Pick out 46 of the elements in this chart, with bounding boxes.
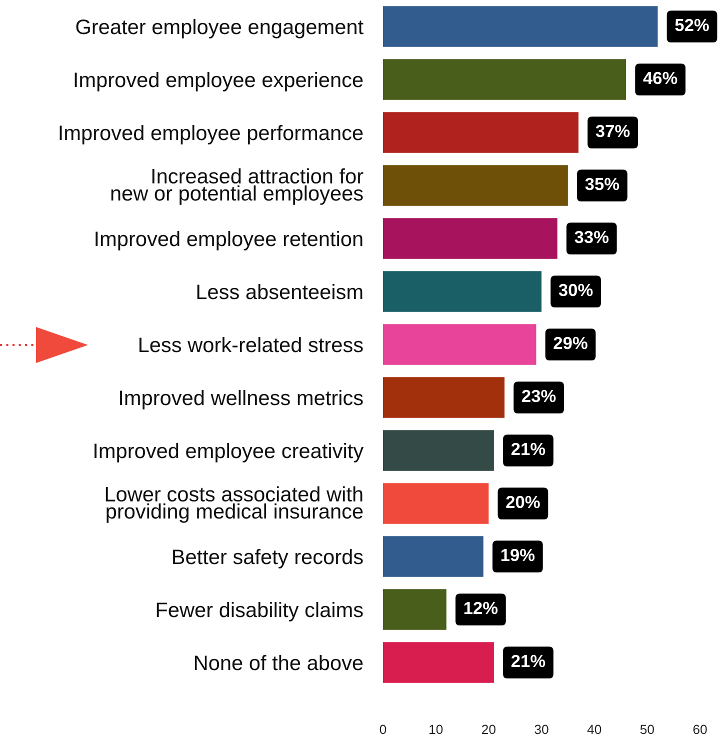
data-label: 12%: [464, 602, 498, 614]
y-tick-label: Fewer disability claims: [156, 602, 363, 622]
bar: [383, 430, 494, 471]
x-tick-label: 20: [482, 724, 496, 734]
y-tick-label: Greater employee engagement: [76, 18, 364, 38]
bar: [383, 59, 626, 100]
x-tick-label: 30: [534, 724, 548, 734]
y-tick-label: Improved employee performance: [60, 124, 363, 144]
x-tick-label: 40: [587, 724, 602, 734]
data-label: 52%: [675, 18, 709, 32]
y-tick-label: Improved employee creativity: [94, 442, 364, 462]
bar: [383, 589, 446, 630]
data-label: 33%: [574, 230, 609, 244]
y-tick-label: Lower costs associated with providing medical insurance: [106, 486, 363, 523]
bar: [383, 483, 489, 524]
y-tick-label: Improved wellness metrics: [120, 390, 363, 410]
x-tick-label: 60: [693, 724, 707, 734]
data-label: 37%: [596, 124, 630, 138]
bar: [383, 6, 658, 47]
bar: [383, 271, 542, 312]
x-tick-label: 0: [380, 724, 386, 734]
bar: [383, 536, 484, 577]
data-label: 19%: [501, 548, 535, 562]
x-tick-label: 10: [430, 724, 443, 734]
data-label: 21%: [511, 654, 546, 668]
bar: [383, 642, 494, 683]
y-tick-label: Better safety records: [173, 548, 363, 568]
data-label: 30%: [558, 284, 593, 296]
data-label: 29%: [554, 336, 588, 350]
data-label: 35%: [585, 178, 620, 190]
y-tick-label: Improved employee retention: [96, 230, 362, 250]
data-label: 21%: [511, 442, 546, 456]
data-label: 20%: [506, 496, 540, 508]
y-tick-label: Improved employee experience: [74, 72, 363, 92]
y-tick-label: Less work-related stress: [140, 336, 363, 352]
bar: [383, 165, 568, 206]
data-label: 23%: [522, 390, 556, 402]
data-label: 46%: [643, 72, 678, 84]
x-tick-label: 50: [640, 724, 654, 734]
y-tick-label: None of the above: [195, 654, 363, 670]
y-tick-label: Less absenteeism: [197, 284, 362, 300]
bar: [383, 377, 505, 418]
y-tick-label: Increased attraction for new or potential employees: [111, 168, 364, 205]
bar: [383, 218, 558, 259]
bar: [383, 112, 578, 153]
bar: [383, 324, 536, 365]
